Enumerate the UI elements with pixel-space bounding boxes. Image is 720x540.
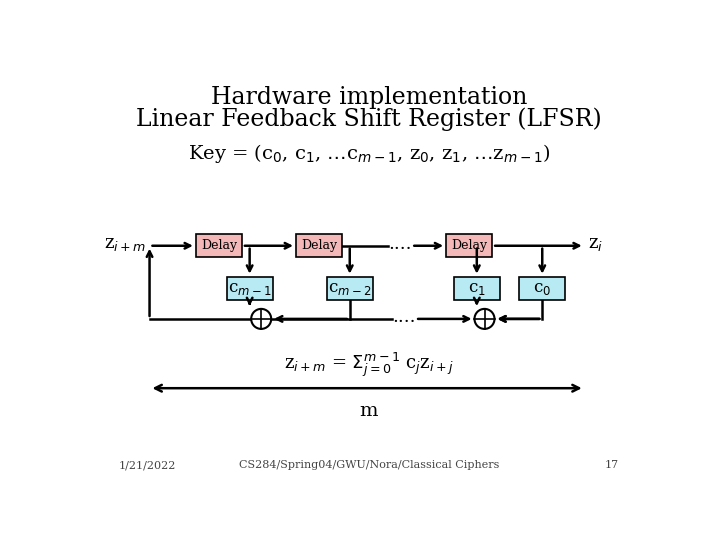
Text: Key = (c$_0$, c$_1$, $\ldots$c$_{m-1}$, z$_0$, z$_1$, $\ldots$z$_{m-1}$): Key = (c$_0$, c$_1$, $\ldots$c$_{m-1}$, …	[188, 142, 550, 165]
Text: Delay: Delay	[201, 239, 237, 252]
Bar	[519, 276, 565, 300]
Text: CS284/Spring04/GWU/Nora/Classical Ciphers: CS284/Spring04/GWU/Nora/Classical Cipher…	[239, 460, 499, 470]
Text: z$_{i+m}$: z$_{i+m}$	[104, 235, 145, 253]
Circle shape	[474, 309, 495, 329]
Text: Hardware implementation: Hardware implementation	[211, 86, 527, 110]
Text: Linear Feedback Shift Register (LFSR): Linear Feedback Shift Register (LFSR)	[136, 107, 602, 131]
Text: ....: ....	[392, 308, 415, 326]
Bar	[296, 234, 342, 257]
Text: c$_{m-1}$: c$_{m-1}$	[228, 280, 271, 296]
Text: 1/21/2022: 1/21/2022	[119, 460, 176, 470]
Text: z$_{i+m}$ = $\Sigma_{j=0}^{m-1}$ c$_j$z$_{i+j}$: z$_{i+m}$ = $\Sigma_{j=0}^{m-1}$ c$_j$z$…	[284, 351, 454, 379]
Bar	[327, 276, 373, 300]
Text: c$_0$: c$_0$	[534, 280, 552, 296]
Bar	[196, 234, 242, 257]
Text: ....: ....	[388, 235, 412, 253]
Circle shape	[251, 309, 271, 329]
Bar	[454, 276, 500, 300]
Text: m: m	[360, 402, 378, 420]
Text: Delay: Delay	[451, 239, 487, 252]
Bar	[227, 276, 273, 300]
Text: z$_i$: z$_i$	[588, 235, 603, 253]
Text: c$_1$: c$_1$	[468, 280, 486, 296]
Text: Delay: Delay	[301, 239, 337, 252]
Text: c$_{m-2}$: c$_{m-2}$	[328, 280, 372, 296]
Bar	[446, 234, 492, 257]
Text: 17: 17	[605, 460, 619, 470]
